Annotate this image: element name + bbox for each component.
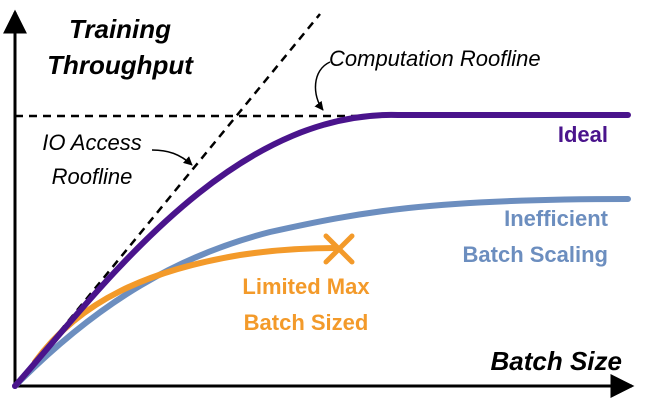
computation-roofline-label: Computation Roofline	[329, 46, 541, 71]
ideal-label: Ideal	[558, 122, 608, 147]
inefficient-label-line2: Batch Scaling	[463, 242, 608, 267]
limited-label-line2: Batch Sized	[244, 310, 369, 335]
io-access-roofline-label-line1: IO Access	[42, 130, 141, 155]
x-axis-label: Batch Size	[491, 346, 623, 376]
y-axis-label-line1: Training	[69, 14, 171, 44]
io-access-roofline-callout	[151, 149, 193, 166]
inefficient-label-line1: Inefficient	[504, 206, 609, 231]
ideal-curve	[12, 111, 631, 389]
io-access-roofline-label-line2: Roofline	[52, 164, 133, 189]
limited-label-line1: Limited Max	[242, 274, 370, 299]
io-access-roofline	[14, 13, 321, 387]
inefficient-batch-scaling-curve	[12, 196, 631, 389]
computation-roofline-callout	[314, 61, 331, 111]
y-axis-label-line2: Throughput	[47, 50, 194, 80]
x-mark-icon	[323, 233, 355, 265]
